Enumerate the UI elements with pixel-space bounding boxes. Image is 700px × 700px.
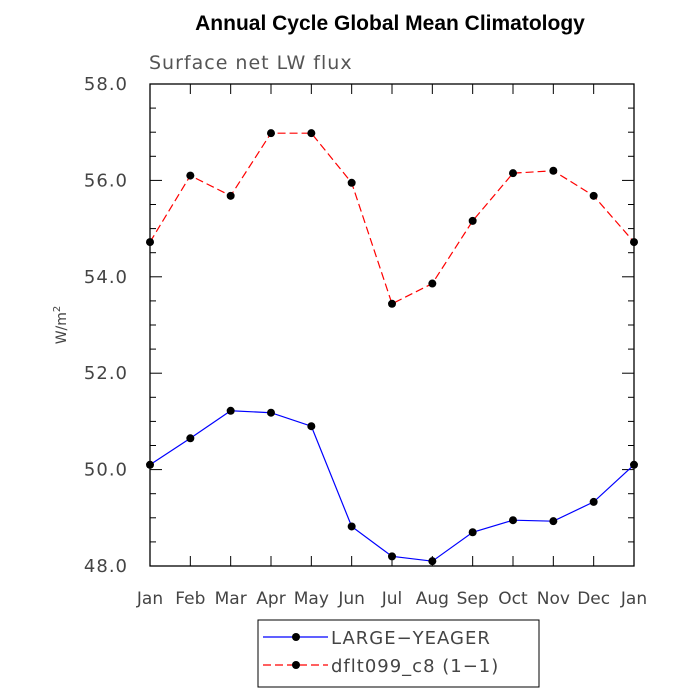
legend-label: LARGE−YEAGER: [331, 628, 491, 649]
y-tick-label: 50.0: [84, 460, 128, 481]
y-axis-label: W/m2: [52, 306, 70, 345]
x-tick-label: Sep: [457, 589, 489, 609]
y-tick-labels: 48.0 50.0 52.0 54.0 56.0 58.0: [84, 74, 128, 577]
series-line: [149, 410, 635, 562]
x-tick-label: Aug: [416, 589, 449, 609]
y-tick-label: 56.0: [84, 170, 128, 191]
x-tick-label: Jan: [620, 589, 647, 609]
axis-ticks: [149, 83, 635, 567]
data-point: [307, 129, 316, 138]
legend: LARGE−YEAGER dflt099_c8 (1−1): [257, 619, 540, 688]
legend-box: [257, 619, 540, 688]
data-point: [549, 166, 558, 175]
legend-marker: [292, 633, 300, 641]
data-point: [347, 178, 356, 187]
y-tick-label: 48.0: [84, 556, 128, 577]
data-point: [388, 552, 396, 561]
data-point: [428, 279, 437, 288]
data-point: [509, 169, 517, 178]
y-tick-label: 58.0: [84, 74, 128, 95]
x-tick-label: Apr: [256, 589, 285, 609]
data-point: [549, 517, 558, 526]
legend-marker: [292, 661, 300, 669]
y-tick-label: 54.0: [84, 267, 128, 288]
data-point: [589, 497, 598, 506]
data-point: [388, 299, 396, 308]
series-layer: [146, 129, 638, 566]
data-point: [428, 557, 437, 566]
data-point: [468, 216, 477, 225]
data-point: [509, 516, 517, 525]
x-tick-label: Jan: [136, 589, 163, 609]
data-point: [589, 191, 598, 200]
series-line: [149, 132, 635, 305]
plot-frame: [149, 83, 635, 567]
x-tick-label: Mar: [215, 589, 247, 609]
x-tick-label: Nov: [537, 589, 570, 609]
x-tick-labels: Jan Feb Mar Apr May Jun Jul Aug Sep Oct Nov Dec Jan: [136, 589, 647, 609]
x-tick-label: Dec: [577, 589, 610, 609]
data-point: [267, 129, 275, 138]
data-point: [307, 422, 316, 431]
data-point: [347, 522, 356, 531]
data-point: [226, 191, 235, 200]
x-tick-label: Jul: [381, 589, 403, 609]
y-axis-label-superscript: 2: [52, 306, 63, 312]
y-tick-label: 52.0: [84, 363, 128, 384]
data-point: [267, 408, 275, 417]
legend-label: dflt099_c8 (1−1): [331, 656, 499, 677]
x-tick-label: May: [294, 589, 329, 609]
data-point: [226, 406, 235, 415]
y-axis-label-text: W/m: [54, 312, 70, 344]
chart-title: Annual Cycle Global Mean Climatology: [195, 12, 585, 35]
data-point: [186, 434, 195, 443]
x-tick-label: Oct: [498, 589, 528, 609]
x-tick-label: Feb: [175, 589, 205, 609]
data-point: [186, 171, 195, 180]
x-tick-label: Jun: [337, 589, 365, 609]
data-point: [468, 528, 477, 537]
chart-subtitle: Surface net LW flux: [149, 52, 353, 74]
